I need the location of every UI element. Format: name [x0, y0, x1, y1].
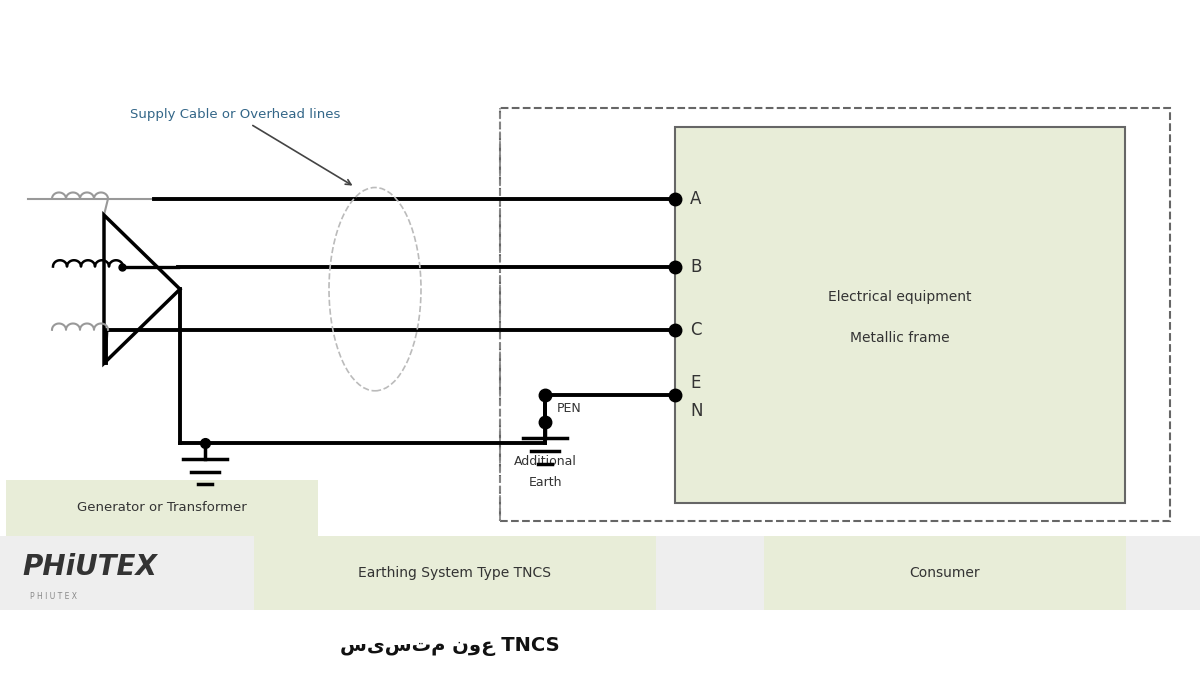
Text: Consumer: Consumer	[910, 566, 980, 580]
Text: C: C	[690, 321, 702, 339]
FancyBboxPatch shape	[254, 536, 656, 610]
Text: Additional: Additional	[514, 454, 576, 468]
Text: Metallic frame: Metallic frame	[850, 331, 950, 344]
Text: N: N	[690, 402, 702, 420]
Text: Supply Cable or Overhead lines: Supply Cable or Overhead lines	[130, 108, 352, 185]
Text: سیستم نوع TNCS: سیستم نوع TNCS	[340, 637, 560, 655]
Text: Earth: Earth	[528, 476, 562, 489]
Text: P H I U T E X: P H I U T E X	[30, 592, 77, 601]
FancyBboxPatch shape	[6, 480, 318, 536]
Text: PHiUTEX: PHiUTEX	[22, 554, 157, 581]
Text: Electrical equipment: Electrical equipment	[828, 290, 972, 304]
Text: E: E	[690, 374, 701, 392]
FancyBboxPatch shape	[764, 536, 1126, 610]
FancyBboxPatch shape	[0, 536, 1200, 610]
Text: B: B	[690, 258, 701, 275]
FancyBboxPatch shape	[674, 126, 1126, 504]
Text: PEN: PEN	[557, 402, 582, 415]
Text: Earthing System Type TNCS: Earthing System Type TNCS	[359, 566, 552, 580]
Text: A: A	[690, 190, 701, 208]
Text: Generator or Transformer: Generator or Transformer	[77, 502, 247, 514]
